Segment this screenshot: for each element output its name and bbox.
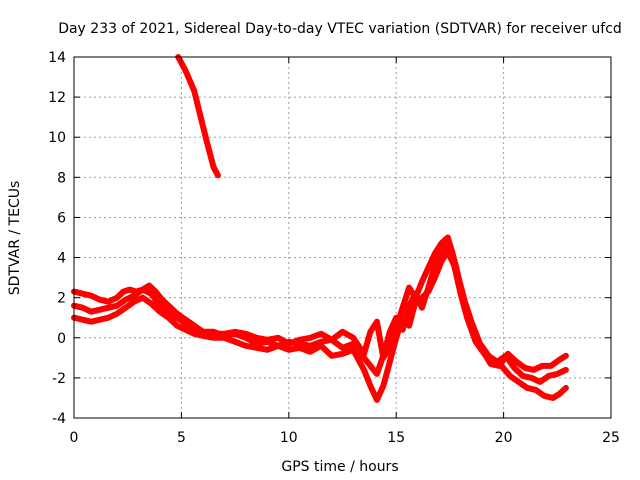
data-series xyxy=(71,54,569,403)
series-line-early-segment xyxy=(175,54,221,179)
x-tick-label: 20 xyxy=(495,430,513,446)
y-tick-label: 2 xyxy=(57,291,66,307)
y-tick-label: 12 xyxy=(48,90,66,106)
y-tick-label: 6 xyxy=(57,210,66,226)
x-tick-label: 10 xyxy=(280,430,298,446)
x-tick-label: 15 xyxy=(387,430,405,446)
x-axis-label: GPS time / hours xyxy=(281,459,398,475)
series-line-lower-branch xyxy=(71,248,569,403)
y-tick-label: 4 xyxy=(57,251,66,267)
y-tick-label: 10 xyxy=(48,130,66,146)
x-tick-label: 5 xyxy=(177,430,186,446)
axis-ticks: 0 5 10 15 20 25 -4 -2 0 2 4 6 8 10 12 14 xyxy=(48,50,620,446)
y-tick-label: 0 xyxy=(57,331,66,347)
x-tick-label: 25 xyxy=(602,430,620,446)
y-tick-label: -4 xyxy=(52,411,66,427)
y-axis-label: SDTVAR / TECUs xyxy=(7,181,23,296)
plot-frame xyxy=(73,56,612,419)
chart-title: Day 233 of 2021, Sidereal Day-to-day VTE… xyxy=(58,21,622,37)
y-tick-label: 14 xyxy=(48,50,66,66)
grid-lines xyxy=(74,57,611,418)
x-tick-label: 0 xyxy=(70,430,79,446)
y-tick-label: 8 xyxy=(57,170,66,186)
y-tick-label: -2 xyxy=(52,371,66,387)
